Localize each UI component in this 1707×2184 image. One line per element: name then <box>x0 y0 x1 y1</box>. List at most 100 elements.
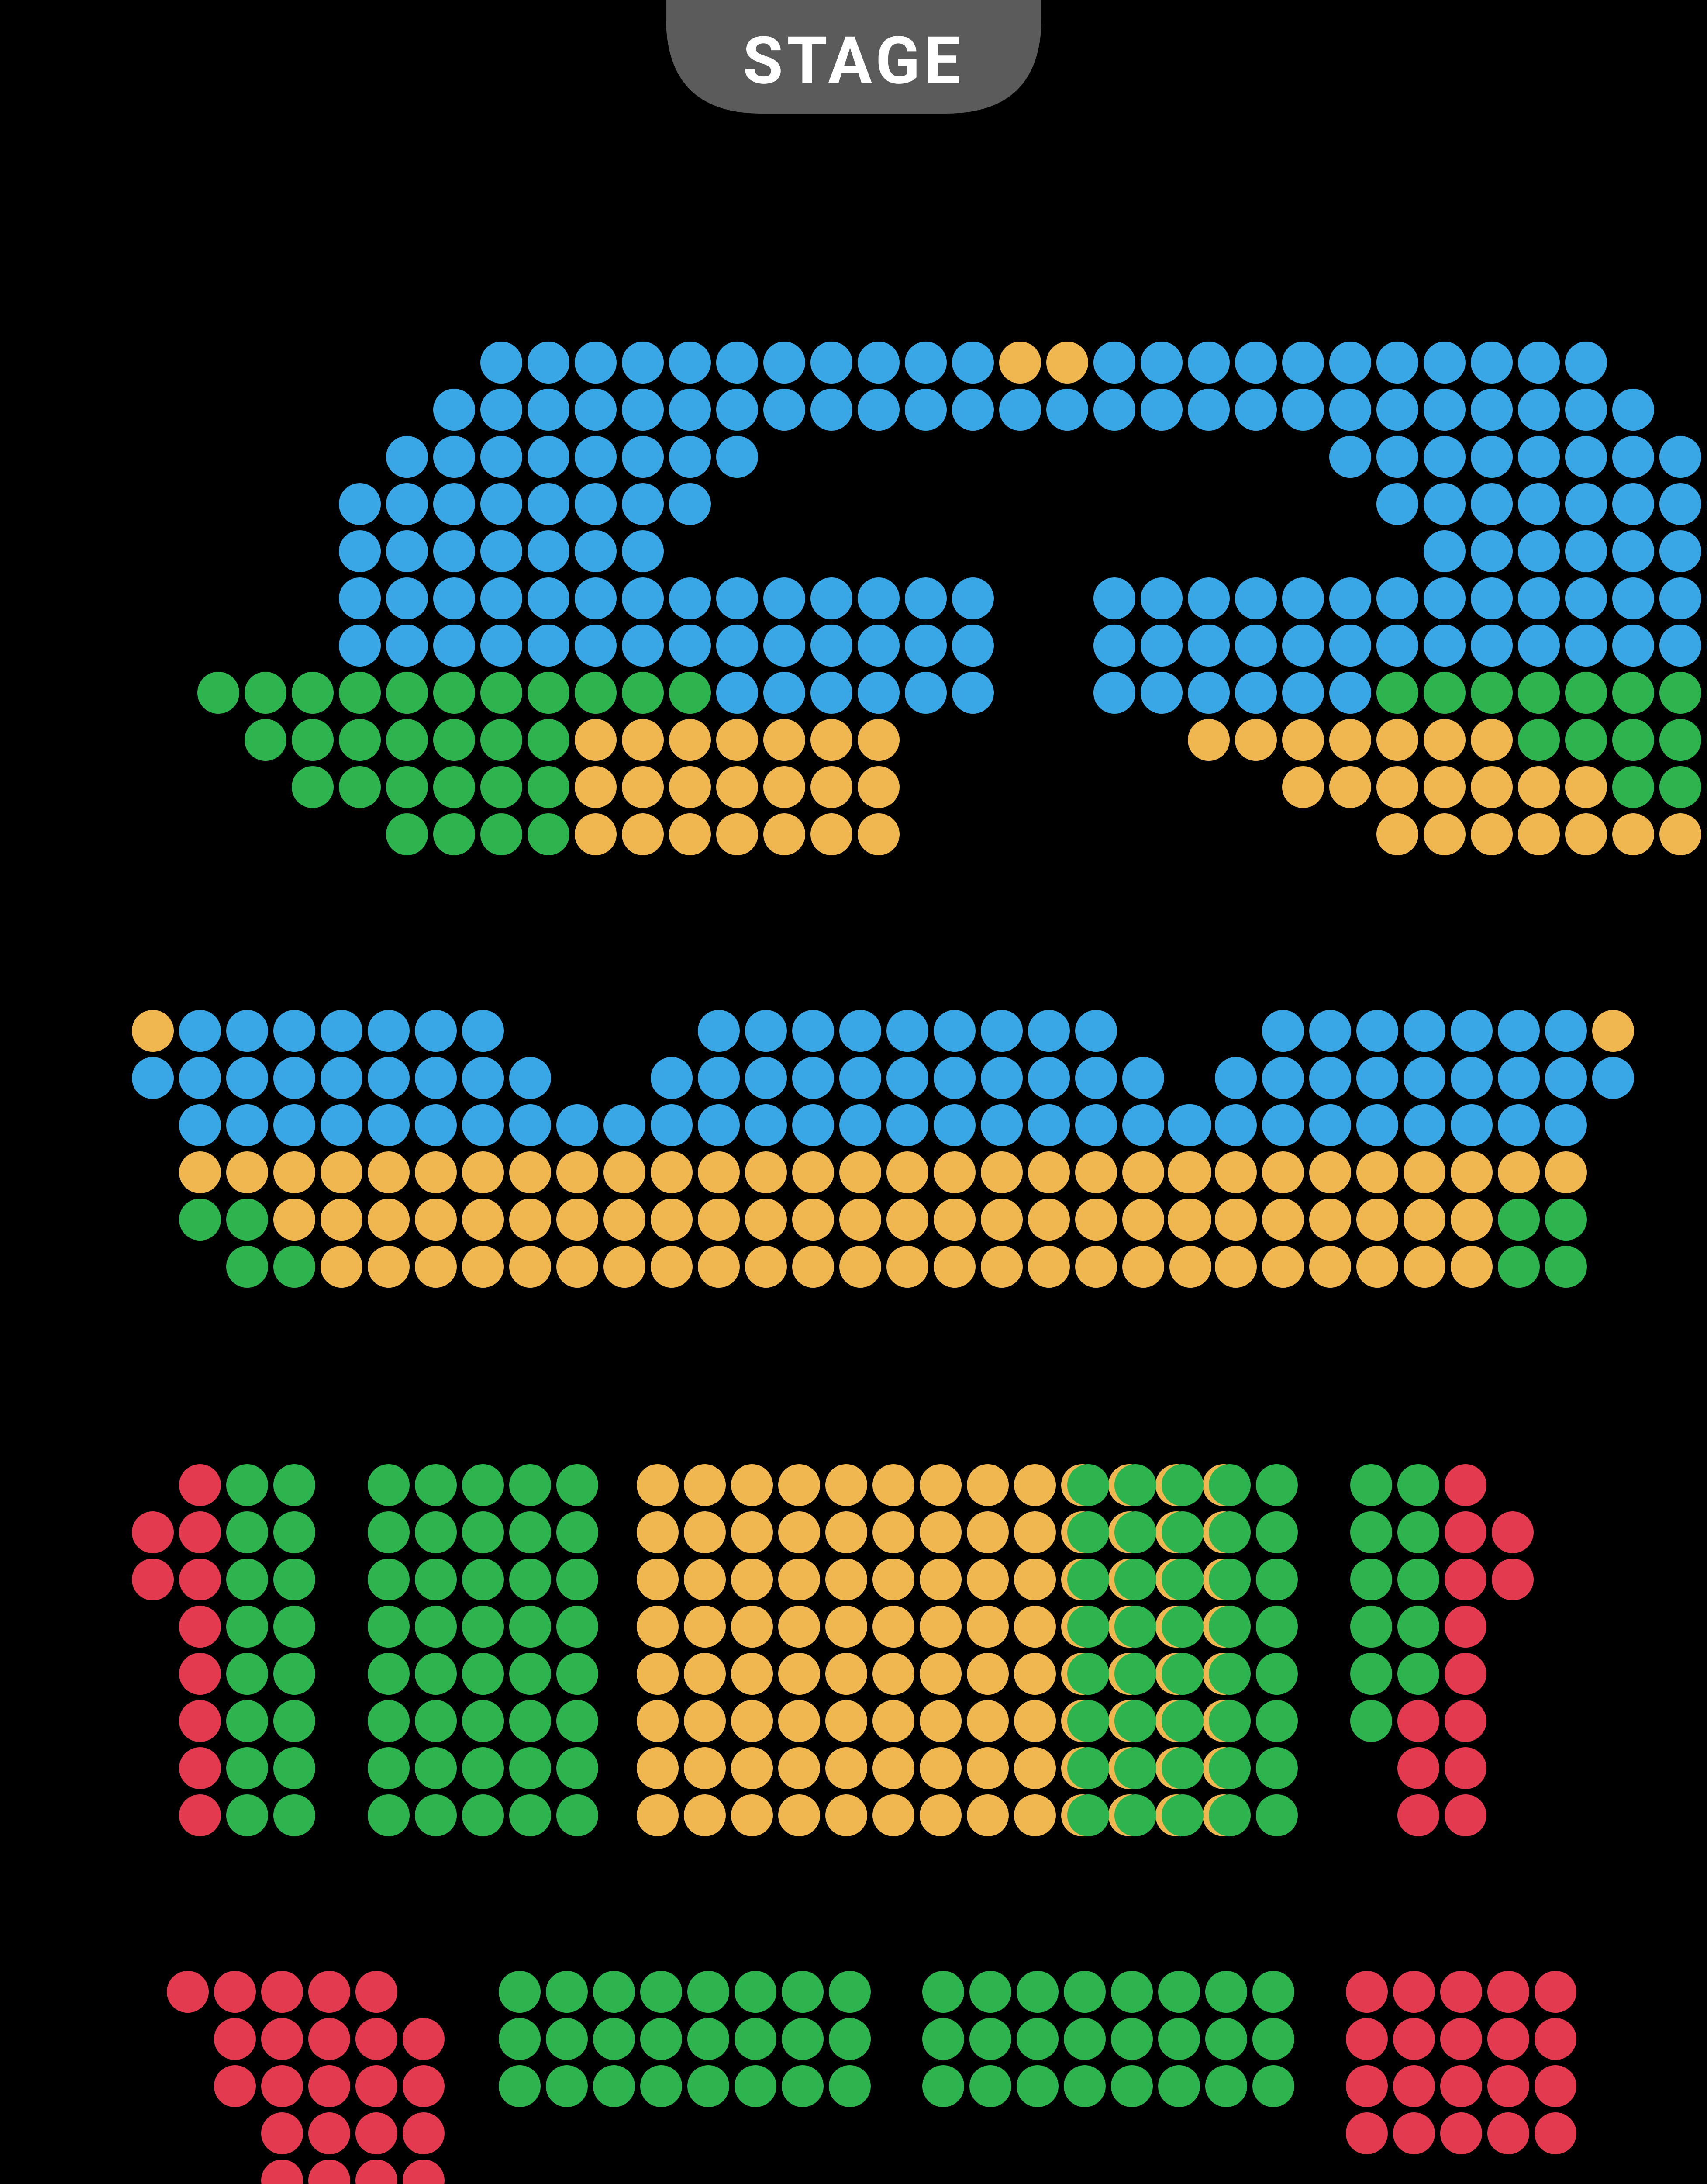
seat[interactable] <box>637 1794 679 1836</box>
seat[interactable] <box>716 342 758 384</box>
seat[interactable] <box>556 1151 598 1193</box>
seat[interactable] <box>292 766 334 808</box>
seat[interactable] <box>684 1606 726 1648</box>
seat[interactable] <box>403 2018 445 2060</box>
seat[interactable] <box>731 1794 773 1836</box>
seat[interactable] <box>179 1010 221 1052</box>
seat[interactable] <box>1487 1971 1529 2013</box>
seat[interactable] <box>669 342 711 384</box>
seat[interactable] <box>368 1653 410 1695</box>
seat[interactable] <box>509 1559 551 1600</box>
seat[interactable] <box>1209 1606 1251 1648</box>
seat[interactable] <box>1346 2112 1388 2154</box>
seat[interactable] <box>1329 625 1371 667</box>
seat[interactable] <box>556 1606 598 1648</box>
seat[interactable] <box>1445 1606 1486 1648</box>
seat[interactable] <box>651 1246 693 1288</box>
seat[interactable] <box>1535 2018 1576 2060</box>
seat[interactable] <box>1376 436 1418 478</box>
seat[interactable] <box>1565 577 1607 619</box>
seat[interactable] <box>731 1559 773 1600</box>
seat[interactable] <box>226 1747 268 1789</box>
seat[interactable] <box>1424 436 1466 478</box>
seat[interactable] <box>480 577 522 619</box>
seat[interactable] <box>1545 1010 1587 1052</box>
seat[interactable] <box>934 1104 976 1146</box>
seat[interactable] <box>810 389 852 431</box>
seat[interactable] <box>386 719 428 761</box>
seat[interactable] <box>763 672 805 714</box>
seat[interactable] <box>1235 719 1277 761</box>
seat[interactable] <box>1404 1104 1445 1146</box>
seat[interactable] <box>499 2065 541 2107</box>
seat[interactable] <box>763 342 805 384</box>
seat[interactable] <box>792 1246 834 1288</box>
seat[interactable] <box>386 483 428 525</box>
seat[interactable] <box>179 1653 221 1695</box>
seat[interactable] <box>546 2018 588 2060</box>
seat[interactable] <box>339 577 381 619</box>
seat[interactable] <box>528 672 569 714</box>
seat[interactable] <box>735 1971 776 2013</box>
seat[interactable] <box>825 1464 867 1506</box>
seat[interactable] <box>1256 1653 1298 1695</box>
seat[interactable] <box>179 1151 221 1193</box>
seat[interactable] <box>1215 1057 1257 1099</box>
seat[interactable] <box>1565 530 1607 572</box>
seat[interactable] <box>872 1700 914 1742</box>
seat[interactable] <box>716 719 758 761</box>
seat[interactable] <box>273 1464 315 1506</box>
seat[interactable] <box>1158 2065 1200 2107</box>
seat[interactable] <box>1445 1794 1486 1836</box>
seat[interactable] <box>622 577 664 619</box>
seat[interactable] <box>1093 342 1135 384</box>
seat[interactable] <box>273 1246 315 1288</box>
seat[interactable] <box>368 1010 410 1052</box>
seat[interactable] <box>339 483 381 525</box>
seat[interactable] <box>716 672 758 714</box>
seat[interactable] <box>1350 1653 1392 1695</box>
seat[interactable] <box>920 1464 962 1506</box>
seat[interactable] <box>782 2065 824 2107</box>
seat[interactable] <box>1122 1104 1164 1146</box>
seat[interactable] <box>969 2018 1011 2060</box>
seat[interactable] <box>179 1747 221 1789</box>
seat[interactable] <box>622 625 664 667</box>
seat[interactable] <box>1518 483 1560 525</box>
seat[interactable] <box>825 1700 867 1742</box>
seat[interactable] <box>1592 1010 1634 1052</box>
seat[interactable] <box>273 1199 315 1241</box>
seat[interactable] <box>1111 2065 1153 2107</box>
seat[interactable] <box>1612 577 1654 619</box>
seat[interactable] <box>509 1057 551 1099</box>
seat[interactable] <box>1122 1151 1164 1193</box>
seat[interactable] <box>1309 1199 1351 1241</box>
seat[interactable] <box>1067 1747 1109 1789</box>
seat[interactable] <box>1404 1057 1445 1099</box>
seat[interactable] <box>810 342 852 384</box>
seat[interactable] <box>556 1104 598 1146</box>
seat[interactable] <box>226 1151 268 1193</box>
seat[interactable] <box>920 1794 962 1836</box>
seat[interactable] <box>792 1199 834 1241</box>
seat[interactable] <box>952 672 994 714</box>
seat[interactable] <box>386 436 428 478</box>
seat[interactable] <box>872 1794 914 1836</box>
seat[interactable] <box>886 1010 928 1052</box>
seat[interactable] <box>1397 1794 1439 1836</box>
seat[interactable] <box>1252 2018 1294 2060</box>
seat[interactable] <box>1114 1606 1156 1648</box>
seat[interactable] <box>462 1010 504 1052</box>
seat[interactable] <box>1545 1246 1587 1288</box>
seat[interactable] <box>1162 1559 1204 1600</box>
seat[interactable] <box>1256 1559 1298 1600</box>
seat[interactable] <box>922 2065 964 2107</box>
seat[interactable] <box>1256 1747 1298 1789</box>
seat[interactable] <box>261 2018 303 2060</box>
seat[interactable] <box>1282 625 1324 667</box>
seat[interactable] <box>462 1559 504 1600</box>
seat[interactable] <box>698 1010 740 1052</box>
seat[interactable] <box>179 1700 221 1742</box>
seat[interactable] <box>1075 1246 1117 1288</box>
seat[interactable] <box>1350 1464 1392 1506</box>
